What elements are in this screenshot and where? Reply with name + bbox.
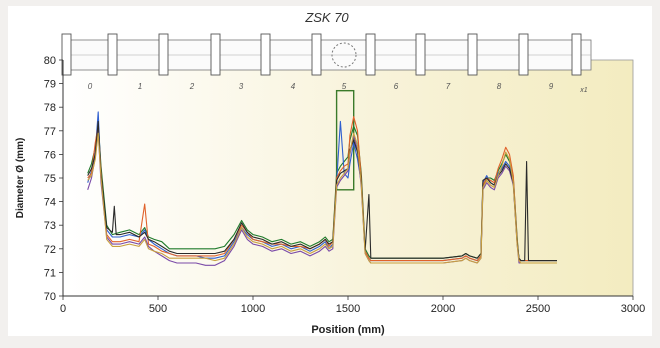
series-line-2 xyxy=(87,111,557,262)
barrel-end-label: x1 xyxy=(579,87,588,94)
y-tick-label: 72 xyxy=(44,244,56,256)
y-tick-label: 80 xyxy=(44,55,56,67)
barrel-flange xyxy=(61,33,72,76)
barrel-flange xyxy=(210,33,221,76)
barrel-flange xyxy=(415,33,426,76)
y-tick-label: 78 xyxy=(44,102,56,114)
barrel-flange xyxy=(107,33,118,76)
y-tick-label: 70 xyxy=(44,291,56,303)
barrel-section-label: 0 xyxy=(88,82,93,91)
barrel-section-label: 7 xyxy=(446,82,451,91)
barrel-flange xyxy=(518,33,529,76)
barrel-flange xyxy=(260,33,271,76)
x-axis-label: Position (mm) xyxy=(311,324,385,336)
extruder-barrel-diagram: 0 1 2 3 4 5 6 7 8 9 x1 xyxy=(61,33,592,94)
barrel-section-label: 1 xyxy=(138,82,142,91)
barrel-flange xyxy=(571,33,582,76)
y-axis-label: Diameter Ø (mm) xyxy=(15,138,26,219)
barrel-section-label: 9 xyxy=(549,82,554,91)
series-line-6 xyxy=(87,132,557,264)
y-tick-label: 79 xyxy=(44,79,56,91)
x-tick-label: 500 xyxy=(149,303,167,315)
x-tick-label: 1000 xyxy=(241,303,265,315)
barrel-section-label: 8 xyxy=(497,82,502,91)
barrel-section-label: 6 xyxy=(394,82,399,91)
y-tick-label: 77 xyxy=(44,126,56,138)
series-lines xyxy=(87,111,557,266)
x-tick-label: 3000 xyxy=(621,303,645,315)
series-line-3 xyxy=(87,116,557,262)
series-line-1 xyxy=(87,123,557,262)
barrel-flange xyxy=(467,33,478,76)
x-tick-label: 1500 xyxy=(336,303,360,315)
y-tick-label: 73 xyxy=(44,220,56,232)
barrel-section-label: 2 xyxy=(189,82,195,91)
barrel-flange xyxy=(311,33,322,76)
barrel-section-label: 3 xyxy=(239,82,244,91)
barrel-section-label: 4 xyxy=(291,82,296,91)
y-tick-label: 74 xyxy=(44,197,56,209)
barrel-section-label: 5 xyxy=(342,82,347,91)
y-tick-label: 71 xyxy=(44,267,56,279)
x-tick-label: 2500 xyxy=(526,303,550,315)
y-tick-label: 76 xyxy=(44,149,56,161)
barrel-flange xyxy=(158,33,169,76)
series-line-5 xyxy=(87,120,557,262)
x-tick-label: 2000 xyxy=(431,303,455,315)
chart-title: ZSK 70 xyxy=(304,10,349,25)
barrel-flange xyxy=(365,33,376,76)
feed-port xyxy=(331,42,357,68)
x-tick-label: 0 xyxy=(60,303,66,315)
y-tick-label: 75 xyxy=(44,173,56,185)
